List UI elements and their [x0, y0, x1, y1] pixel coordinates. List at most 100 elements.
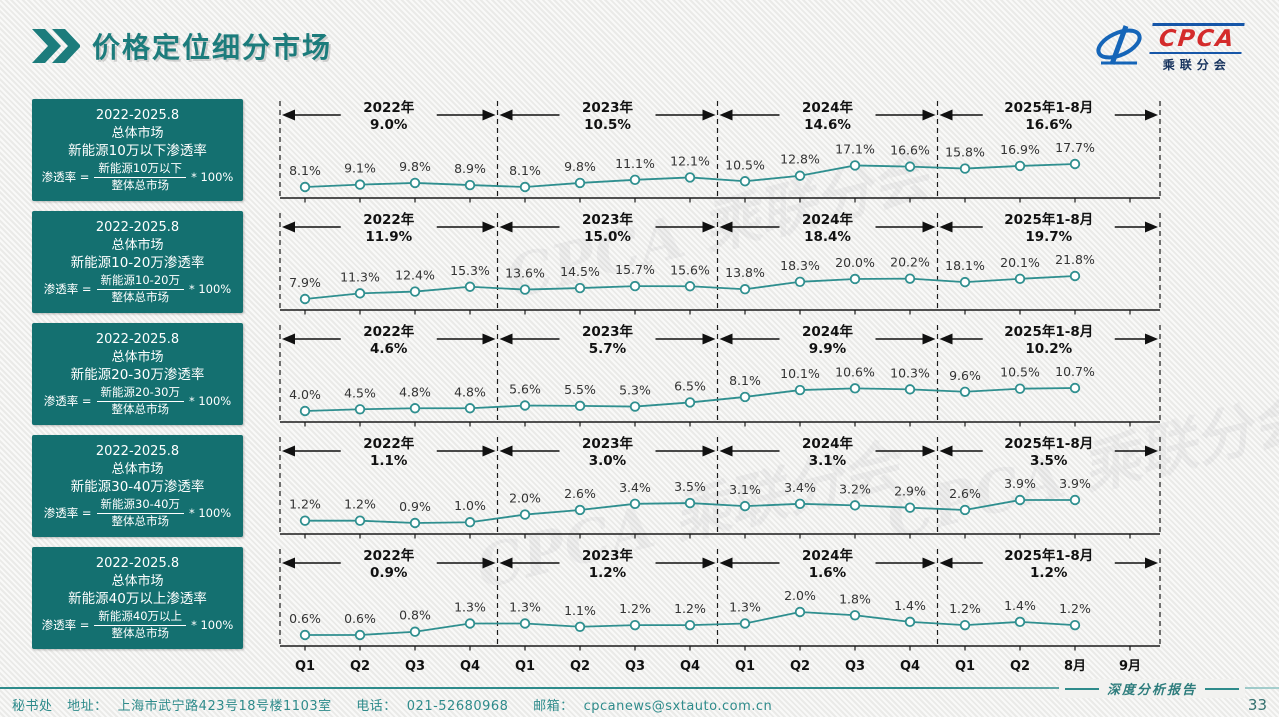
formula-denominator: 整体总市场	[111, 178, 169, 193]
svg-text:2025年1-8月: 2025年1-8月	[1004, 323, 1093, 340]
segment-market: 总体市场	[111, 125, 164, 141]
svg-text:15.3%: 15.3%	[450, 263, 490, 278]
segment-label-box: 2022-2025.8 总体市场 新能源40万以上渗透率 渗透率 = 新能源40…	[32, 547, 243, 649]
svg-text:0.6%: 0.6%	[289, 611, 321, 626]
svg-text:5.5%: 5.5%	[564, 382, 596, 397]
svg-text:1.2%: 1.2%	[1030, 565, 1068, 581]
svg-text:14.5%: 14.5%	[560, 264, 600, 279]
svg-text:16.6%: 16.6%	[1025, 117, 1072, 133]
segment-market: 总体市场	[111, 349, 164, 365]
segment-formula: 渗透率 = 新能源10万以下 整体总市场 * 100%	[42, 162, 234, 193]
segment-metric: 新能源40万以上渗透率	[68, 591, 207, 608]
svg-text:1.3%: 1.3%	[729, 600, 761, 615]
page-number: 33	[1247, 696, 1267, 714]
svg-text:Q1: Q1	[735, 659, 755, 674]
svg-text:14.6%: 14.6%	[804, 117, 851, 133]
segment-period: 2022-2025.8	[95, 444, 180, 460]
svg-text:2024年: 2024年	[802, 547, 854, 564]
svg-text:2022年: 2022年	[363, 99, 415, 116]
price-segment-row: 2022-2025.8 总体市场 新能源10-20万渗透率 渗透率 = 新能源1…	[32, 207, 1260, 319]
svg-text:2025年1-8月: 2025年1-8月	[1004, 547, 1093, 564]
svg-text:9.0%: 9.0%	[370, 117, 408, 133]
price-segment-row: 2022-2025.8 总体市场 新能源10万以下渗透率 渗透率 = 新能源10…	[32, 95, 1260, 207]
footer: 深度分析报告 秘书处 地址： 上海市武宁路423号18号楼1103室 电话： 021…	[0, 679, 1279, 717]
segment-market: 总体市场	[111, 573, 164, 589]
svg-text:18.4%: 18.4%	[804, 229, 851, 245]
svg-text:21.8%: 21.8%	[1055, 252, 1095, 267]
svg-text:0.9%: 0.9%	[399, 499, 431, 514]
double-chevron-icon	[30, 29, 80, 63]
address: 地址： 上海市武宁路423号18号楼1103室	[67, 699, 332, 714]
segment-period: 2022-2025.8	[95, 556, 180, 572]
formula-fraction: 新能源30-40万 整体总市场	[96, 498, 184, 529]
formula-numerator: 新能源10万以下	[94, 162, 187, 179]
svg-text:Q2: Q2	[350, 659, 370, 674]
svg-text:2024年: 2024年	[802, 435, 854, 452]
svg-text:Q4: Q4	[460, 659, 480, 674]
svg-text:3.0%: 3.0%	[589, 453, 627, 469]
formula-fraction: 新能源20-30万 整体总市场	[96, 386, 184, 417]
svg-text:2023年: 2023年	[582, 435, 634, 452]
svg-text:13.8%: 13.8%	[725, 265, 765, 280]
svg-text:Q3: Q3	[625, 659, 645, 674]
svg-text:3.9%: 3.9%	[1004, 476, 1036, 491]
svg-text:12.1%: 12.1%	[670, 153, 710, 168]
segment-formula: 渗透率 = 新能源40万以上 整体总市场 * 100%	[42, 610, 234, 641]
svg-text:Q3: Q3	[845, 659, 865, 674]
svg-text:2023年: 2023年	[582, 547, 634, 564]
formula-denominator: 整体总市场	[111, 290, 169, 305]
header: 价格定位细分市场	[30, 26, 332, 66]
svg-text:3.5%: 3.5%	[1030, 453, 1068, 469]
svg-text:8.1%: 8.1%	[289, 163, 321, 178]
line-chart: 2022年 0.9% 2023年 1.2% 2024年 1.6% 2025年1-8月 1.2%…	[270, 543, 1260, 655]
svg-text:2023年: 2023年	[582, 99, 634, 116]
charts-area: 2022-2025.8 总体市场 新能源10万以下渗透率 渗透率 = 新能源10…	[32, 95, 1260, 677]
svg-text:2023年: 2023年	[582, 323, 634, 340]
svg-text:1.1%: 1.1%	[564, 603, 596, 618]
svg-text:2025年1-8月: 2025年1-8月	[1004, 99, 1093, 116]
page-title: 价格定位细分市场	[92, 31, 333, 64]
svg-text:Q4: Q4	[680, 659, 700, 674]
svg-text:9月: 9月	[1119, 659, 1141, 674]
svg-text:12.4%: 12.4%	[395, 268, 435, 283]
formula-numerator: 新能源30-40万	[96, 498, 184, 515]
formula-suffix: * 100%	[188, 505, 232, 520]
svg-text:2.6%: 2.6%	[564, 486, 596, 501]
line-chart: 2022年 11.9% 2023年 15.0% 2024年 18.4% 2025年1-8月 1…	[270, 207, 1260, 319]
svg-text:1.1%: 1.1%	[370, 453, 408, 469]
svg-text:20.1%: 20.1%	[1000, 255, 1040, 270]
svg-text:18.1%: 18.1%	[945, 258, 985, 273]
svg-text:2.9%: 2.9%	[894, 484, 926, 499]
svg-text:Q1: Q1	[295, 659, 315, 674]
svg-text:2024年: 2024年	[802, 99, 854, 116]
svg-text:9.9%: 9.9%	[809, 341, 847, 357]
segment-market: 总体市场	[111, 237, 164, 253]
svg-text:12.8%: 12.8%	[780, 152, 820, 167]
formula-suffix: * 100%	[191, 617, 234, 632]
formula-lhs: 渗透率 =	[41, 169, 90, 184]
svg-text:1.2%: 1.2%	[619, 601, 651, 616]
svg-text:18.3%: 18.3%	[780, 258, 820, 273]
svg-text:3.1%: 3.1%	[729, 482, 761, 497]
svg-text:Q1: Q1	[515, 659, 535, 674]
segment-formula: 渗透率 = 新能源20-30万 整体总市场 * 100%	[44, 386, 232, 417]
svg-text:2024年: 2024年	[802, 211, 854, 228]
svg-text:2.0%: 2.0%	[509, 491, 541, 506]
formula-lhs: 渗透率 =	[43, 393, 92, 408]
svg-text:1.3%: 1.3%	[454, 600, 486, 615]
formula-fraction: 新能源10-20万 整体总市场	[96, 274, 184, 305]
email: 邮箱： cpcanews@sxtauto.com.cn	[533, 699, 773, 714]
svg-text:5.6%: 5.6%	[509, 382, 541, 397]
segment-label-box: 2022-2025.8 总体市场 新能源30-40万渗透率 渗透率 = 新能源3…	[32, 435, 243, 537]
svg-text:2022年: 2022年	[363, 323, 415, 340]
segment-metric: 新能源30-40万渗透率	[70, 479, 205, 496]
svg-text:1.8%: 1.8%	[839, 591, 871, 606]
svg-text:Q2: Q2	[1010, 659, 1030, 674]
cpca-swirl-icon	[1093, 22, 1145, 74]
svg-text:1.2%: 1.2%	[589, 565, 627, 581]
svg-text:Q4: Q4	[900, 659, 920, 674]
formula-lhs: 渗透率 =	[41, 617, 90, 632]
formula-numerator: 新能源10-20万	[96, 274, 184, 291]
